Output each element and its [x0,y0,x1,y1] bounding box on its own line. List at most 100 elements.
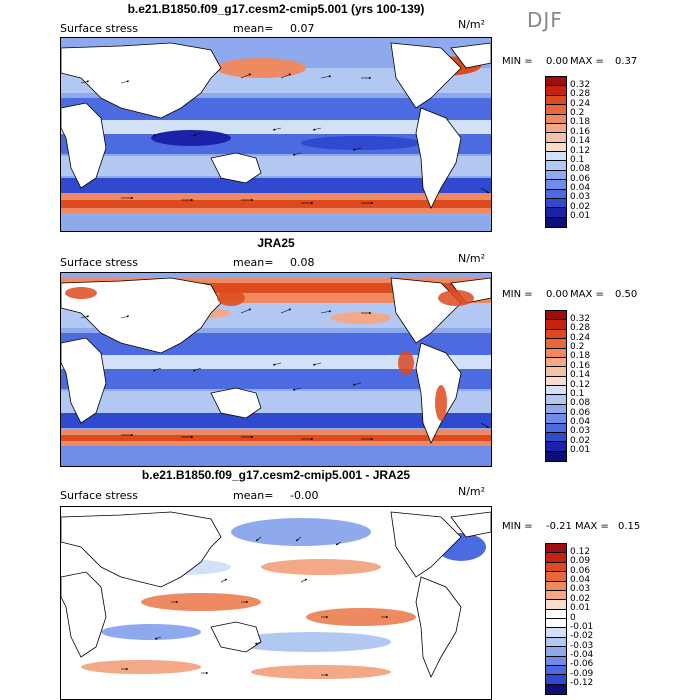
panel-3-mean-value: -0.00 [290,489,319,502]
panel-2-swatch [546,348,566,358]
panel-1-level-label: 0.16 [570,126,591,137]
panel-3-swatch [546,684,566,694]
panel-2-min-value: 0.00 [546,289,569,300]
panel-1-units: N/m² [458,18,486,31]
panel-3-swatch [546,609,566,619]
panel-3-swatch [546,590,566,601]
panel-1-stress-vectors [80,73,490,205]
panel-2-level-label: 0.08 [570,398,591,409]
panel-1-level-label: 0.03 [570,192,591,203]
panel-2-mean-label: mean= [233,256,274,269]
panel-3-title: b.e21.B1850.f09_g17.cesm2-cmip5.001 - JR… [141,468,411,482]
panel-1-level-label: 0.28 [570,89,591,100]
panel-3-units: N/m² [458,485,486,498]
panel-1-min-label: MIN = [502,56,533,67]
panel-2-level-label: 0.03 [570,426,591,437]
panel-2-level-label: 0.18 [570,351,591,362]
panel-2-level-label: 0.32 [570,313,591,324]
panel-2-stress-vectors [80,308,490,441]
panel-3-level-label: 0.12 [570,546,591,557]
panel-3-field-label: Surface stress [60,489,138,502]
panel-2-swatch [546,442,566,452]
panel-1-swatch [546,142,566,152]
panel-2-level-label: 0.06 [570,407,591,418]
panel-3-swatch [546,656,566,666]
panel-1-colorbar-labels: 0.32 0.28 0.24 0.2 0.18 0.16 0.14 0.12 0… [570,76,610,226]
panel-1-level-label: 0.12 [570,145,591,156]
panel-1-level-label: 0.24 [570,98,591,109]
panel-2-max-value: 0.50 [615,289,638,300]
panel-1-title: b.e21.B1850.f09_g17.cesm2-cmip5.001 (yrs… [127,2,425,16]
panel-2-min-label: MIN = [502,289,533,300]
panel-3-min-label: MIN = [502,521,533,532]
panel-1-level-label: 0.04 [570,183,591,193]
panel-3-level-label: 0.02 [570,593,591,604]
panel-3-level-label: 0.09 [570,556,591,567]
panel-3-level-label: -0.01 [570,621,594,632]
panel-2-swatch [546,386,566,396]
panel-1-swatch [546,189,566,199]
panel-3-swatch [546,665,566,676]
panel-3-continents [61,511,491,678]
panel-3-colorbar [545,543,567,695]
panel-3-min-value: -0.21 [546,521,572,532]
panel-1-swatch [546,114,566,124]
panel-2-swatch [546,404,566,415]
panel-1-swatch [546,208,566,218]
panel-2-swatch [546,329,566,340]
panel-1-level-label: 0.06 [570,173,591,184]
panel-3-swatch [546,572,566,582]
panel-3-swatch [546,562,566,573]
panel-2-level-label: 0.12 [570,379,591,390]
panel-3-level-label: 0 [570,612,576,623]
panel-2-swatch [546,414,566,424]
panel-1-level-label: 0.32 [570,79,591,90]
panel-1-field-label: Surface stress [60,22,138,35]
panel-1-swatch [546,123,566,134]
panel-3-level-label: -0.09 [570,668,594,679]
panel-3-swatch [546,544,566,554]
panel-1-min-value: 0.00 [546,56,569,67]
panel-2-swatch [546,423,566,433]
panel-2-colorbar [545,310,567,462]
panel-2-level-label: 0.14 [570,370,591,381]
panel-2-max-label: MAX = [570,289,604,300]
panel-2-swatch [546,357,566,368]
panel-3-colorbar-labels: 0.12 0.09 0.06 0.04 0.03 0.02 0.01 0 -0.… [570,543,610,693]
panel-2-title: JRA25 [257,236,295,250]
panel-3-swatch [546,637,566,648]
panel-1-level-label: 0.2 [570,108,585,118]
panel-3-swatch [546,619,566,629]
panel-2-map [60,272,492,467]
panel-1-swatch [546,152,566,162]
panel-3-level-label: -0.06 [570,659,594,670]
panel-1-mean-value: 0.07 [290,22,315,35]
panel-1-level-label: 0.02 [570,201,591,212]
panel-1-swatch [546,95,566,106]
panel-3-swatch [546,647,566,657]
panel-3-swatch [546,675,566,685]
panel-1-swatch [546,180,566,190]
panel-3-level-label: -0.03 [570,640,594,651]
panel-1-level-label: 0.18 [570,117,591,128]
panel-2-swatch [546,320,566,330]
panel-1-swatch [546,217,566,227]
panel-3-swatch [546,600,566,610]
panel-1-swatch [546,198,566,209]
panel-1-level-label: 0.14 [570,136,591,147]
panel-1-level-label: 0.01 [570,211,591,222]
panel-2-mean-value: 0.08 [290,256,315,269]
panel-3-stress-vectors [121,536,389,677]
panel-1-max-label: MAX = [570,56,604,67]
panel-2-level-label: 0.02 [570,435,591,446]
panel-1-swatch [546,77,566,87]
panel-2-colorbar-labels: 0.32 0.28 0.24 0.2 0.18 0.16 0.14 0.12 0… [570,310,610,460]
panel-3-map [60,506,492,700]
panel-1-colorbar [545,76,567,228]
panel-1-level-label: 0.1 [570,154,585,165]
panel-1-swatch [546,105,566,115]
panel-2-level-label: 0.1 [570,388,585,399]
panel-1-swatch [546,86,566,96]
panel-2-swatch [546,339,566,349]
panel-3-level-label: 0.03 [570,584,591,595]
